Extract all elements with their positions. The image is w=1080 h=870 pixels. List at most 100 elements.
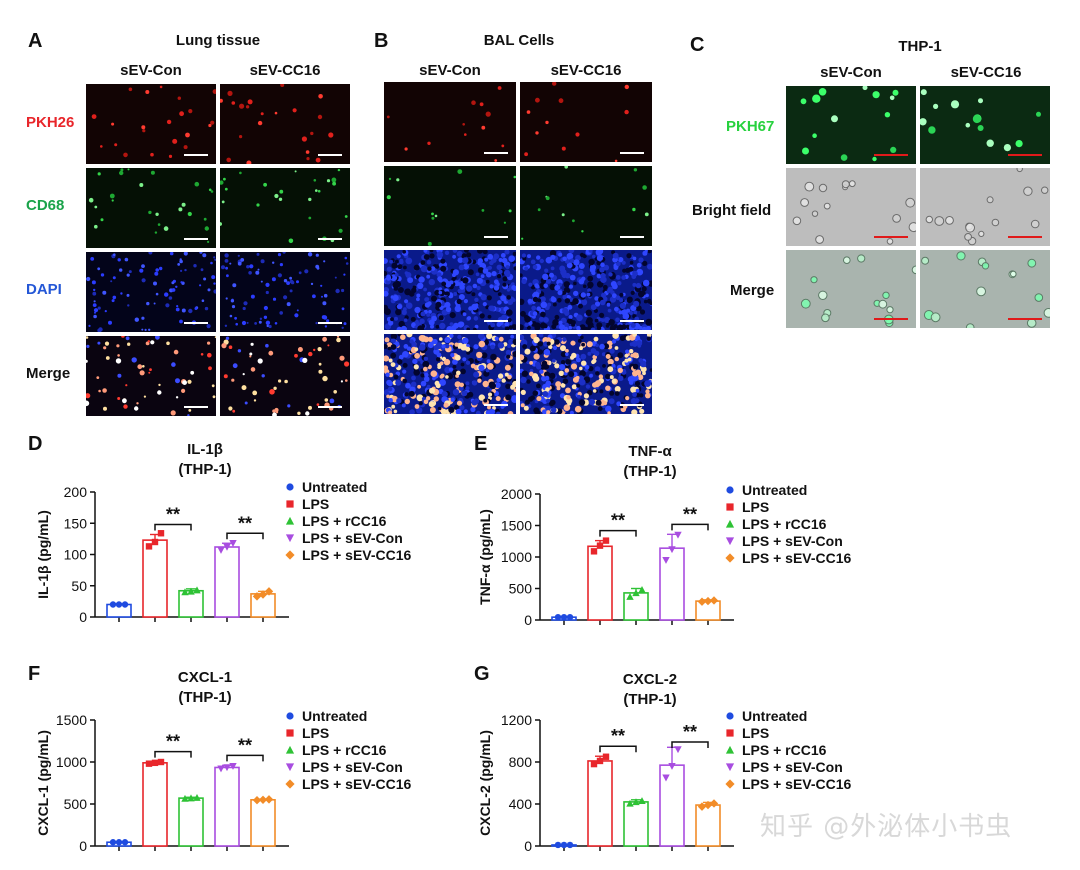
panel-letter-a: A (28, 30, 43, 52)
panel-b-title: BAL Cells (483, 32, 555, 49)
legend-marker (286, 500, 294, 508)
chart-panel-g: G CXCL-2 (THP-1) 0 400 800 1200 CXCL-2 (pg/mL) *… (474, 663, 852, 854)
data-point (566, 613, 574, 621)
data-point (668, 763, 676, 770)
legend-marker (285, 516, 295, 525)
y-axis-label: CXCL-1 (pg/mL) (35, 730, 51, 836)
significance-label: ** (611, 511, 625, 531)
panel-letter-f: F (28, 663, 40, 685)
row-label-cd68: CD68 (26, 197, 65, 214)
data-point (626, 592, 634, 600)
panel-a-image-tile (220, 336, 350, 416)
y-tick-label: 500 (509, 581, 533, 597)
data-point (590, 548, 598, 555)
chart-subtitle: (THP-1) (178, 689, 231, 706)
y-tick-label: 1200 (501, 712, 532, 728)
significance-bracket (671, 741, 709, 748)
panel-c-image-tile (920, 250, 1050, 328)
data-point (181, 794, 189, 802)
significance-bracket (671, 523, 709, 531)
data-point (662, 774, 670, 782)
data-point (703, 800, 713, 810)
panel-b-image-tile (384, 250, 516, 330)
scale-bar (874, 236, 908, 238)
y-tick-label: 500 (64, 796, 88, 812)
data-point (602, 753, 610, 760)
significance-bracket (226, 532, 264, 540)
data-point (252, 796, 262, 805)
row-label-pkh26: PKH26 (26, 114, 75, 131)
data-point (115, 839, 123, 846)
legend-marker (285, 745, 295, 754)
scale-bar (620, 152, 644, 154)
panel-b-image-tile (520, 166, 652, 246)
scale-bar (184, 322, 208, 324)
data-point (632, 589, 640, 597)
scale-bar (620, 320, 644, 322)
data-point (229, 763, 237, 770)
chart-panel-f: F CXCL-1 (THP-1) 0 500 1000 1500 CXCL-1 (pg/mL)… (28, 663, 412, 854)
data-point (638, 797, 646, 805)
y-tick-label: 0 (524, 612, 532, 628)
y-tick-label: 150 (64, 515, 88, 531)
bar (142, 539, 168, 618)
data-point (157, 530, 165, 537)
data-point (264, 795, 274, 804)
legend-label: LPS + sEV-CC16 (302, 776, 412, 792)
legend-marker (726, 486, 734, 494)
data-point (151, 759, 159, 767)
scale-bar (620, 404, 644, 406)
data-point (709, 596, 719, 605)
data-point (223, 543, 231, 551)
panel-letter-d: D (28, 433, 42, 455)
data-point (121, 839, 129, 846)
data-point (626, 799, 634, 807)
y-tick-label: 1000 (56, 754, 87, 770)
chart-panel-d: D IL-1β (THP-1) 0 50 100 150 200 IL-1β (pg/mL) **… (28, 433, 412, 625)
significance-bracket (226, 754, 264, 762)
panel-a-image-tile (86, 252, 216, 332)
scale-bar (318, 238, 342, 240)
data-point (596, 757, 604, 765)
scale-bar (1008, 318, 1042, 320)
scale-bar (484, 236, 508, 238)
panel-a-image-tile (86, 168, 216, 248)
data-point (596, 542, 604, 549)
bar (623, 801, 649, 847)
panel-b-image-tile (384, 334, 516, 414)
chart-subtitle: (THP-1) (623, 691, 676, 708)
legend-label: LPS + sEV-Con (302, 759, 403, 775)
data-point (187, 794, 195, 802)
y-tick-label: 2000 (501, 486, 532, 502)
legend-label: Untreated (302, 479, 367, 495)
legend-marker (286, 483, 294, 491)
y-tick-label: 50 (71, 578, 87, 594)
scale-bar (620, 236, 644, 238)
data-point (709, 799, 719, 808)
data-point (258, 795, 268, 804)
scale-bar (318, 322, 342, 324)
legend-marker (286, 712, 294, 720)
data-point (157, 758, 165, 766)
bar (695, 804, 721, 847)
panel-b-image-tile (520, 250, 652, 330)
data-point (217, 765, 225, 773)
legend-label: LPS (742, 499, 769, 515)
data-point (602, 537, 610, 544)
legend-marker (286, 729, 294, 737)
significance-label: ** (238, 735, 252, 755)
significance-bracket (599, 745, 637, 753)
data-point (554, 841, 562, 849)
y-tick-label: 1500 (56, 712, 87, 728)
data-point (151, 538, 159, 546)
data-point (145, 760, 153, 767)
panel-a-col-1: sEV-Con (120, 62, 182, 79)
row-label-dapi: DAPI (26, 281, 62, 298)
row-label-bright-field: Bright field (692, 202, 772, 219)
significance-bracket (154, 750, 192, 758)
data-point (223, 764, 231, 772)
legend-label: Untreated (302, 708, 367, 724)
panel-b-col-1: sEV-Con (419, 62, 481, 79)
data-point (674, 531, 682, 539)
chart-subtitle: (THP-1) (178, 461, 231, 478)
